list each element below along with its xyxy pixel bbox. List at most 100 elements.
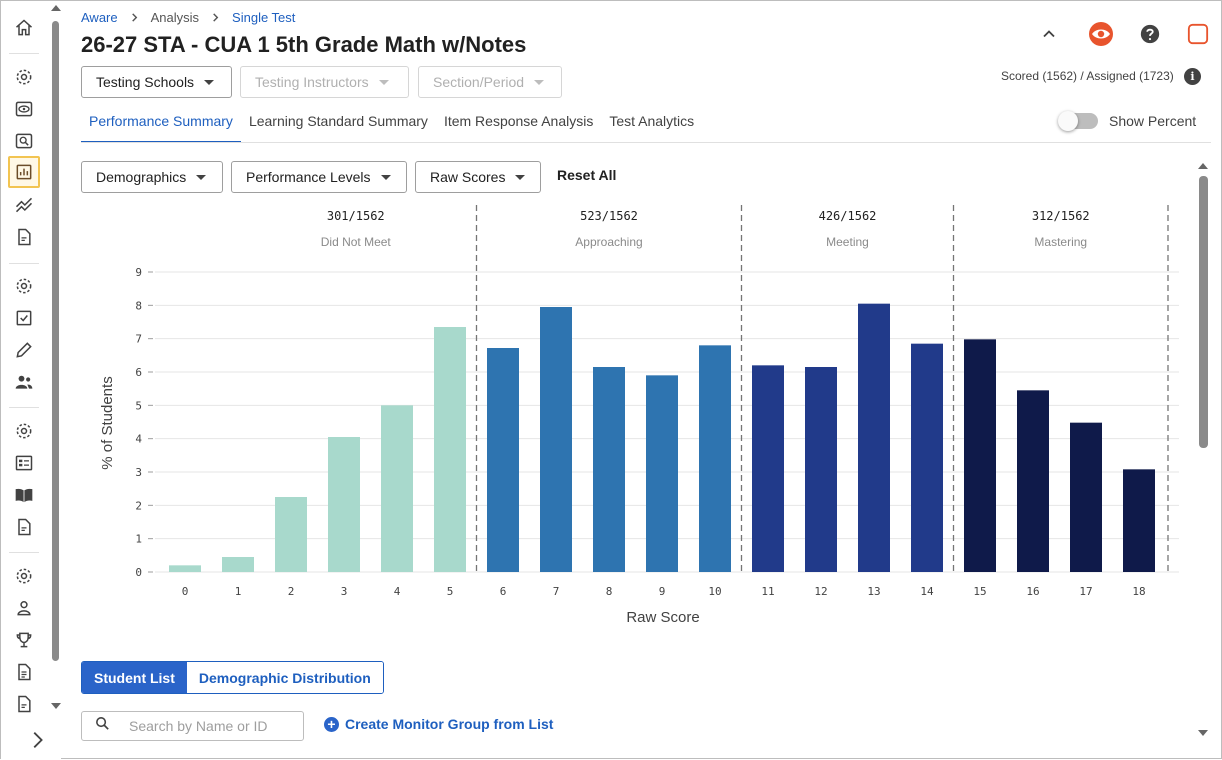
create-monitor-group-button[interactable]: + Create Monitor Group from List bbox=[324, 716, 553, 732]
report-icon[interactable] bbox=[8, 156, 40, 188]
search-input[interactable] bbox=[129, 718, 299, 734]
bar-score-11 bbox=[752, 365, 784, 572]
x-tick-label: 2 bbox=[288, 585, 295, 598]
main-scrollbar[interactable] bbox=[1199, 176, 1208, 448]
performance-levels-dropdown[interactable]: Performance Levels bbox=[231, 161, 407, 193]
tab-learning-standard-summary[interactable]: Learning Standard Summary bbox=[248, 113, 428, 129]
x-tick-label: 4 bbox=[394, 585, 401, 598]
person-icon[interactable] bbox=[10, 594, 38, 622]
raw-scores-dropdown[interactable]: Raw Scores bbox=[415, 161, 541, 193]
gear-icon[interactable] bbox=[10, 562, 38, 590]
y-tick-label: 7 bbox=[135, 333, 142, 346]
tab-test-analytics[interactable]: Test Analytics bbox=[609, 113, 695, 129]
x-tick-label: 15 bbox=[973, 585, 986, 598]
x-tick-label: 12 bbox=[814, 585, 827, 598]
bar-score-12 bbox=[805, 367, 837, 572]
expand-sidebar-icon[interactable] bbox=[25, 727, 49, 753]
testing-instructors-dropdown: Testing Instructors bbox=[240, 66, 409, 98]
y-axis-title: % of Students bbox=[99, 376, 116, 469]
tab-divider bbox=[81, 142, 1211, 143]
breadcrumb: Aware Analysis Single Test bbox=[81, 10, 295, 25]
sidebar-scroll-down-icon[interactable] bbox=[51, 703, 61, 709]
bar-score-5 bbox=[434, 327, 466, 572]
scroll-up-icon[interactable] bbox=[1198, 163, 1208, 169]
x-tick-label: 18 bbox=[1132, 585, 1145, 598]
x-tick-label: 8 bbox=[606, 585, 613, 598]
pencil-icon[interactable] bbox=[10, 336, 38, 364]
caret-down-icon bbox=[204, 79, 215, 85]
chevron-right-icon bbox=[130, 11, 139, 25]
caret-down-icon bbox=[196, 174, 207, 180]
x-tick-label: 16 bbox=[1026, 585, 1039, 598]
plus-circle-icon: + bbox=[324, 716, 339, 732]
scroll-down-icon[interactable] bbox=[1198, 730, 1208, 736]
x-tick-label: 3 bbox=[341, 585, 348, 598]
checklist-icon[interactable] bbox=[10, 304, 38, 332]
bottom-tab-group: Student List Demographic Distribution bbox=[81, 661, 384, 694]
trend-icon[interactable] bbox=[10, 191, 38, 219]
y-tick-label: 9 bbox=[135, 266, 142, 279]
x-tick-label: 9 bbox=[659, 585, 666, 598]
show-percent-toggle[interactable] bbox=[1058, 111, 1098, 131]
x-tick-label: 10 bbox=[708, 585, 721, 598]
breadcrumb-analysis: Analysis bbox=[150, 10, 200, 25]
x-tick-label: 7 bbox=[553, 585, 560, 598]
tab-bar: Performance Summary Learning Standard Su… bbox=[81, 105, 702, 143]
tab-student-list[interactable]: Student List bbox=[82, 662, 187, 693]
create-monitor-group-label: Create Monitor Group from List bbox=[345, 716, 554, 732]
tab-item-response-analysis[interactable]: Item Response Analysis bbox=[443, 113, 594, 129]
file-icon[interactable] bbox=[10, 658, 38, 686]
y-tick-label: 2 bbox=[135, 499, 142, 512]
bar-score-14 bbox=[911, 343, 943, 572]
testing-schools-label: Testing Schools bbox=[96, 74, 195, 90]
sidebar-scroll-up-icon[interactable] bbox=[51, 5, 61, 11]
bar-score-17 bbox=[1070, 422, 1102, 572]
home-icon[interactable] bbox=[10, 14, 38, 42]
search-icon[interactable] bbox=[10, 127, 38, 155]
bar-score-16 bbox=[1017, 390, 1049, 572]
gear-icon[interactable] bbox=[10, 272, 38, 300]
roster-icon[interactable] bbox=[10, 449, 38, 477]
performance-chart: 0 1 2 3 4 5 6 7 8 9 301/1562 Did Not Meet 523/1562 Ap… bbox=[81, 195, 1196, 641]
level-name: Did Not Meet bbox=[321, 235, 392, 249]
y-tick-label: 5 bbox=[135, 399, 142, 412]
document-icon[interactable] bbox=[10, 513, 38, 541]
page-title: 26-27 STA - CUA 1 5th Grade Math w/Notes bbox=[81, 32, 527, 57]
reset-all-button[interactable]: Reset All bbox=[557, 167, 617, 183]
breadcrumb-single-test[interactable]: Single Test bbox=[232, 10, 296, 25]
help-icon[interactable] bbox=[1137, 21, 1163, 47]
bar-score-4 bbox=[381, 405, 413, 572]
breadcrumb-aware[interactable]: Aware bbox=[81, 10, 118, 25]
gear-icon[interactable] bbox=[10, 63, 38, 91]
x-tick-label: 17 bbox=[1079, 585, 1092, 598]
section-period-dropdown: Section/Period bbox=[418, 66, 562, 98]
tab-demographic-distribution[interactable]: Demographic Distribution bbox=[186, 662, 383, 693]
document-icon[interactable] bbox=[10, 690, 38, 718]
bar-score-18 bbox=[1123, 469, 1155, 572]
document-icon[interactable] bbox=[10, 223, 38, 251]
trophy-icon[interactable] bbox=[10, 626, 38, 654]
bar-score-0 bbox=[169, 565, 201, 572]
chevron-right-icon bbox=[211, 11, 220, 25]
users-icon[interactable] bbox=[10, 368, 38, 396]
demographics-dropdown[interactable]: Demographics bbox=[81, 161, 223, 193]
performance-levels-label: Performance Levels bbox=[246, 169, 371, 185]
bar-score-13 bbox=[858, 303, 890, 572]
eye-icon[interactable] bbox=[1088, 21, 1114, 47]
gear-icon[interactable] bbox=[10, 417, 38, 445]
caret-down-icon bbox=[378, 79, 389, 85]
bar-score-8 bbox=[593, 367, 625, 572]
square-icon[interactable] bbox=[1185, 21, 1211, 47]
info-icon[interactable]: i bbox=[1184, 68, 1201, 85]
tab-performance-summary[interactable]: Performance Summary bbox=[81, 105, 241, 143]
book-icon[interactable] bbox=[10, 481, 38, 509]
x-tick-label: 1 bbox=[235, 585, 242, 598]
x-tick-label: 14 bbox=[920, 585, 934, 598]
chevron-up-icon[interactable] bbox=[1036, 21, 1062, 47]
testing-schools-dropdown[interactable]: Testing Schools bbox=[81, 66, 232, 98]
demographics-label: Demographics bbox=[96, 169, 187, 185]
sidebar-scrollbar[interactable] bbox=[52, 21, 59, 661]
eye-icon[interactable] bbox=[10, 95, 38, 123]
